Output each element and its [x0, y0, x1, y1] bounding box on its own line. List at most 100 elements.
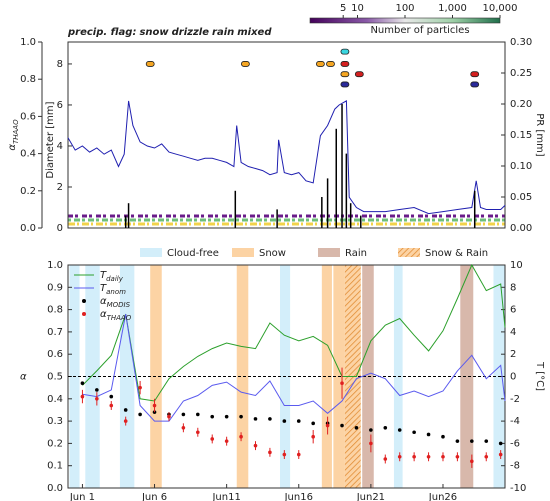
data-point: [196, 412, 200, 417]
legend-label-main: T: [100, 270, 107, 281]
series-line: [82, 314, 506, 422]
legend-label-main: T: [100, 283, 107, 294]
precip-flag: [340, 48, 350, 55]
shade-legend-label: Snow: [259, 248, 286, 259]
data-point: [325, 423, 330, 428]
data-point: [412, 454, 416, 459]
flag-legend-title: precip. flag:: [67, 27, 136, 38]
y2-tick-label: -6: [510, 438, 520, 449]
x-tick-label: Jun 1: [69, 492, 95, 501]
data-point: [441, 434, 445, 439]
data-point: [369, 441, 373, 446]
precip-flag: [470, 71, 480, 78]
series-line: [67, 100, 506, 215]
data-point: [224, 439, 229, 443]
shade-swatch: [318, 248, 340, 257]
y-tick-label: 0.7: [47, 327, 63, 338]
legend-marker: [82, 299, 86, 303]
y-tick-label: 0.6: [47, 349, 63, 360]
data-point: [109, 394, 114, 399]
shade-span: [119, 265, 135, 488]
y2-tick-label: -2: [510, 394, 520, 405]
precip-flag: [470, 81, 480, 88]
x-tick-label: Jun21: [356, 492, 385, 501]
shade-legend-label: Rain: [345, 248, 367, 259]
data-point: [397, 428, 402, 432]
data-point: [123, 419, 128, 423]
data-point: [354, 425, 359, 430]
y2-tick-label: 0.20: [510, 99, 532, 110]
data-point: [268, 417, 272, 421]
data-point: [239, 414, 243, 419]
data-point: [239, 434, 243, 439]
shade-legend-label: Snow & Rain: [425, 248, 488, 259]
flag-legend-label: drizzle: [172, 27, 210, 38]
data-point: [224, 414, 229, 419]
data-point: [282, 452, 287, 457]
data-point: [340, 423, 344, 428]
precip-flag: [340, 81, 350, 88]
colorbar-tick-label: 10: [351, 3, 364, 14]
data-point: [470, 439, 474, 443]
flag-legend-label: mixed: [237, 27, 272, 38]
alpha-axis-label-main: α: [7, 144, 18, 151]
y2-tick-label: 6: [510, 305, 516, 316]
y2-axis-label: T [°C]: [534, 361, 545, 391]
data-point: [470, 459, 474, 464]
y2-tick-label: 4: [510, 327, 516, 338]
y-tick-label: 0.0: [47, 483, 63, 494]
data-point: [484, 454, 489, 459]
data-point: [498, 441, 503, 446]
shade-span: [460, 265, 474, 488]
y2-tick-label: 0: [510, 372, 516, 383]
data-point: [138, 412, 142, 417]
shade-swatch: [232, 248, 254, 257]
legend-label-main: α: [100, 309, 107, 320]
legend-label: Tdaily: [100, 270, 124, 283]
data-point: [455, 454, 460, 459]
y-axis-label: α: [20, 372, 27, 383]
data-point: [253, 417, 258, 421]
shade-legend-label: Cloud-free: [167, 248, 219, 259]
precip-flag: [145, 61, 155, 67]
legend-marker: [82, 312, 86, 316]
data-point: [441, 454, 445, 459]
shade-swatch: [140, 248, 162, 257]
data-point: [152, 403, 157, 408]
y2-tick-label: -4: [510, 416, 520, 427]
data-point: [95, 397, 99, 401]
y-tick-label: 0.1: [47, 461, 63, 472]
y2-tick-label: 0.05: [510, 192, 532, 203]
data-point: [369, 428, 373, 432]
shade-span: [236, 265, 249, 488]
alpha-tick-label: 0.4: [20, 149, 36, 160]
colorbar-tick-label: 5: [340, 3, 346, 14]
y2-tick-label: 10: [510, 260, 523, 271]
data-point: [268, 450, 272, 455]
legend-label-sub: MODIS: [107, 301, 131, 309]
y-tick-label: 0.4: [47, 394, 63, 405]
y2-tick-label: 0.00: [510, 223, 532, 234]
precip-flag: [354, 71, 364, 78]
y-tick-label: 2: [57, 182, 63, 193]
y-tick-label: 0.3: [47, 416, 63, 427]
y2-tick-label: 2: [510, 349, 516, 360]
data-point: [109, 403, 114, 408]
x-tick-label: Jun 6: [141, 492, 167, 501]
x-tick-label: Jun16: [284, 492, 313, 501]
data-point: [412, 430, 416, 435]
data-point: [210, 414, 215, 419]
data-point: [196, 430, 200, 435]
precip-flag: [340, 71, 350, 78]
data-point: [282, 419, 287, 423]
y2-tick-label: -10: [510, 483, 526, 494]
y-tick-label: 4: [57, 141, 63, 152]
flag-legend-label: snow: [139, 27, 169, 38]
data-point: [311, 434, 315, 439]
alpha-tick-label: 0.0: [20, 223, 36, 234]
data-point: [80, 381, 85, 385]
y-tick-label: 0.9: [47, 282, 63, 293]
data-point: [484, 439, 489, 443]
colorbar-tick-label: 10,000: [483, 3, 518, 14]
